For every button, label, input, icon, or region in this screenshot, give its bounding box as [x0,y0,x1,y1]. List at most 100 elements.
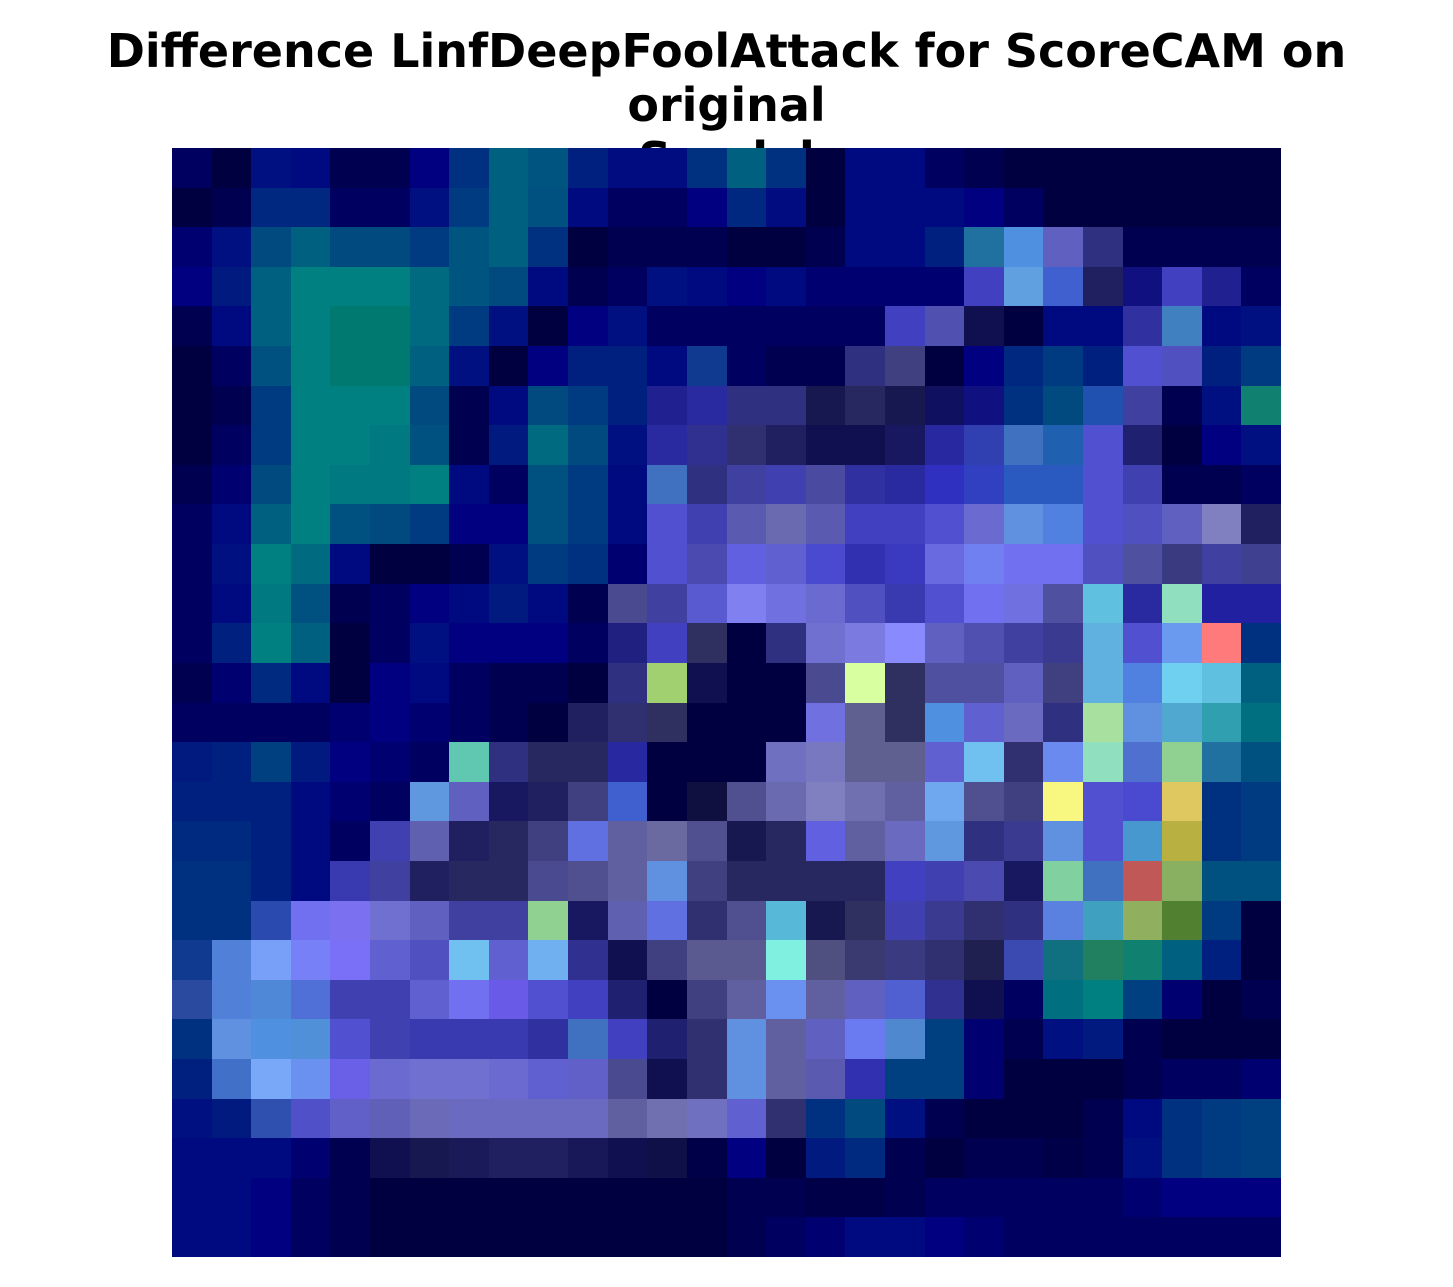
heatmap-cell [647,1098,687,1139]
heatmap-cell [845,900,885,941]
heatmap-cell [924,940,965,980]
heatmap-cell [647,742,687,782]
heatmap-cell [251,346,291,386]
heatmap-cell [1003,346,1044,386]
heatmap-cell [330,623,371,663]
heatmap-cell [1003,781,1044,822]
heatmap-cell [845,346,885,386]
heatmap-cell [1003,1177,1044,1218]
heatmap-cell [1162,1098,1202,1139]
heatmap-cell [964,623,1004,663]
heatmap-cell [449,1098,489,1139]
heatmap-cell [251,781,291,822]
heatmap-cell [924,1138,965,1178]
heatmap-cell [1082,702,1123,743]
heatmap-cell [1003,1138,1044,1178]
heatmap-cell [924,504,965,545]
heatmap-cell [1043,148,1083,188]
heatmap-cell [251,900,291,941]
heatmap-cell [251,979,291,1020]
heatmap-cell [607,979,648,1020]
heatmap-cell [726,504,767,545]
heatmap-cell [607,900,648,941]
heatmap-cell [251,742,291,782]
heatmap-cell [686,860,727,901]
heatmap-cell [1241,900,1281,941]
heatmap-cell [1241,544,1281,584]
heatmap-cell [924,583,965,624]
heatmap-cell [370,623,410,663]
heatmap-cell [647,860,687,901]
heatmap-cell [845,583,885,624]
heatmap-cell [568,1019,608,1059]
heatmap-cell [647,306,687,347]
heatmap-cell [924,1217,965,1257]
heatmap-cell [528,1177,569,1218]
heatmap-cell [805,702,846,743]
heatmap-cell [1241,385,1281,426]
heatmap-cell [172,464,212,505]
heatmap-cell [607,860,648,901]
heatmap-cell [409,1058,450,1099]
heatmap-cell [1201,346,1242,386]
heatmap-cell [686,544,727,584]
heatmap-cell [290,187,331,228]
attribution-heatmap [172,148,1281,1257]
heatmap-cell [1003,1098,1044,1139]
heatmap-cell [488,425,529,465]
heatmap-cell [568,1138,608,1178]
heatmap-cell [726,940,767,980]
heatmap-cell [647,979,687,1020]
heatmap-cell [766,425,806,465]
heatmap-cell [1241,464,1281,505]
heatmap-cell [1122,821,1163,861]
heatmap-cell [607,623,648,663]
heatmap-cell [964,1138,1004,1178]
heatmap-cell [686,979,727,1020]
heatmap-cell [884,464,925,505]
heatmap-cell [211,742,252,782]
heatmap-cell [488,662,529,703]
heatmap-cell [647,821,687,861]
heatmap-cell [1241,742,1281,782]
heatmap-cell [766,1019,806,1059]
heatmap-cell [528,1138,569,1178]
heatmap-cell [290,425,331,465]
heatmap-cell [686,1177,727,1218]
heatmap-cell [805,583,846,624]
heatmap-cell [686,306,727,347]
heatmap-cell [449,860,489,901]
heatmap-cell [884,979,925,1020]
heatmap-cell [766,821,806,861]
heatmap-cell [488,148,529,188]
heatmap-cell [528,979,569,1020]
heatmap-cell [647,385,687,426]
heatmap-cell [845,227,885,267]
heatmap-cell [330,742,371,782]
heatmap-cell [726,425,767,465]
heatmap-cell [211,187,252,228]
heatmap-cell [211,1098,252,1139]
heatmap-cell [1043,1019,1083,1059]
heatmap-cell [1122,227,1163,267]
heatmap-cell [409,1019,450,1059]
heatmap-cell [528,1058,569,1099]
heatmap-cell [568,385,608,426]
heatmap-cell [686,1098,727,1139]
heatmap-cell [330,900,371,941]
heatmap-cell [1201,385,1242,426]
heatmap-cell [1082,1217,1123,1257]
heatmap-cell [607,504,648,545]
heatmap-cell [488,781,529,822]
heatmap-cell [409,940,450,980]
heatmap-cell [845,742,885,782]
heatmap-cell [251,1019,291,1059]
heatmap-cell [528,464,569,505]
heatmap-cell [607,385,648,426]
heatmap-cell [924,1058,965,1099]
heatmap-cell [172,504,212,545]
heatmap-cell [1241,306,1281,347]
heatmap-cell [211,464,252,505]
heatmap-cell [1003,860,1044,901]
heatmap-cell [805,623,846,663]
